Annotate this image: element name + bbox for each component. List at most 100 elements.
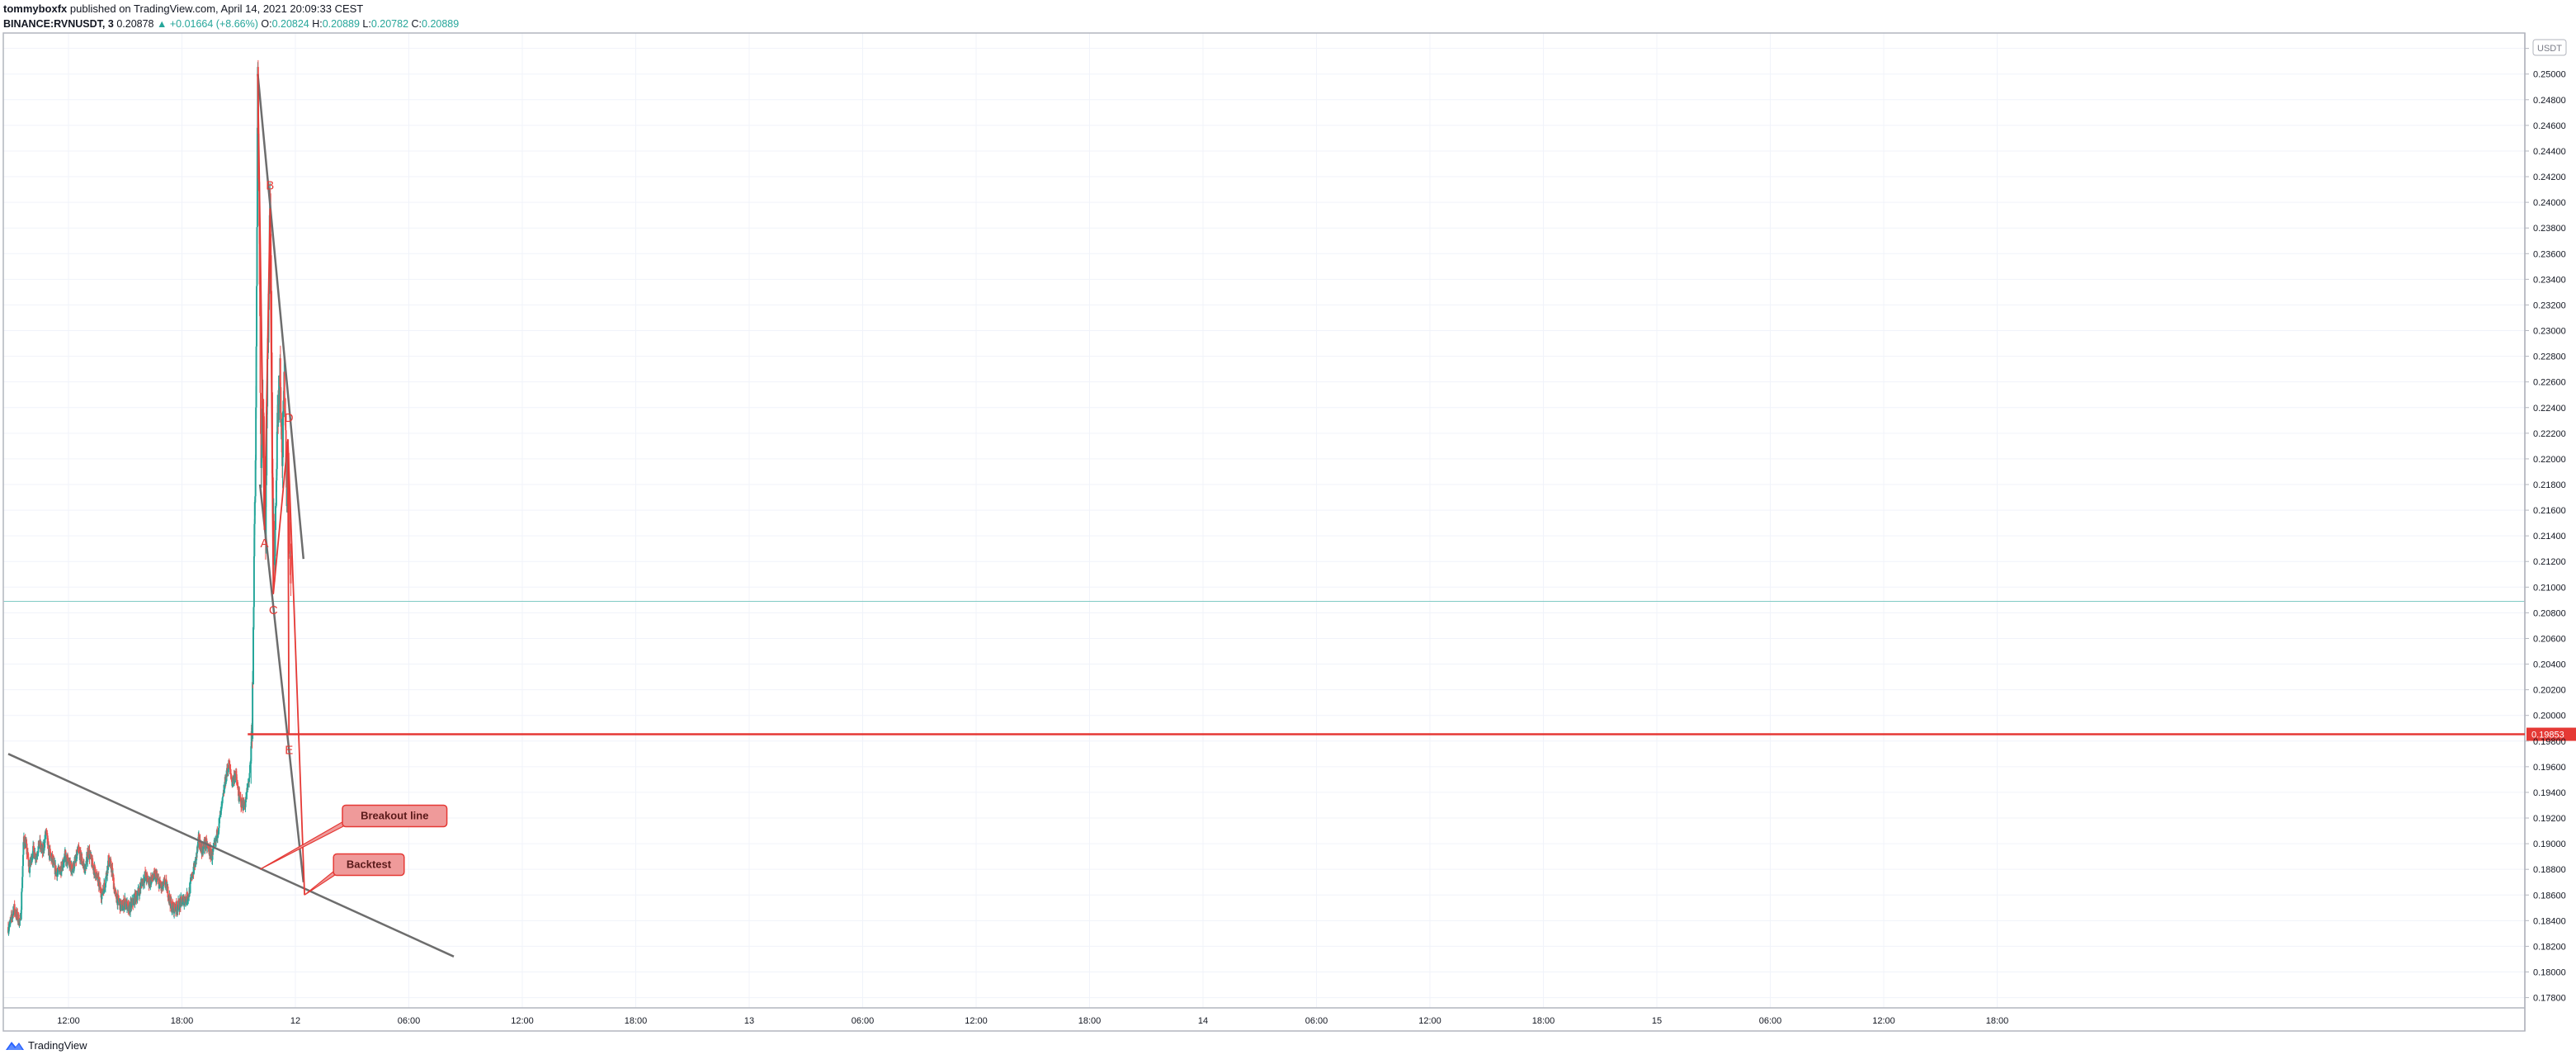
projection-line[interactable] [287, 439, 305, 896]
high-value: 0.20889 [322, 18, 360, 30]
candle-body [159, 880, 162, 884]
price-tick-label: 0.20600 [2533, 634, 2566, 644]
candle-body [247, 784, 249, 791]
time-tick-label: 06:00 [852, 1016, 875, 1026]
high-label: H: [312, 18, 323, 30]
level-price-label: 0.19853 [2531, 731, 2564, 740]
candle-body [69, 860, 72, 866]
price-tick-label: 0.19600 [2533, 763, 2566, 773]
candle-body [198, 834, 201, 844]
price-tick-label: 0.24600 [2533, 121, 2566, 131]
candle-body [182, 902, 184, 905]
price-tick-label: 0.23600 [2533, 249, 2566, 259]
time-tick-label: 14 [1198, 1016, 1208, 1026]
candle-body [29, 867, 31, 873]
candle-body [49, 849, 51, 853]
candle-body [132, 898, 134, 906]
candle-body [252, 556, 255, 608]
price-tick-label: 0.23800 [2533, 224, 2566, 234]
symbol-name[interactable]: BINANCE:RVNUSDT, 3 [3, 18, 114, 30]
price-tick-label: 0.21000 [2533, 583, 2566, 593]
wave-label[interactable]: E [285, 743, 293, 757]
candle-body [84, 865, 87, 874]
price-tick-label: 0.21400 [2533, 532, 2566, 541]
candle-body [265, 485, 267, 541]
price-axis[interactable]: 0.252000.250000.248000.246000.244000.242… [2525, 45, 2566, 1004]
drawings-layer: 0.19853 A B C D E Breakout line Backtest [7, 73, 2576, 958]
candle-body [196, 841, 199, 848]
candle-body [266, 414, 268, 476]
wave-label[interactable]: D [285, 411, 294, 425]
candle-body [223, 786, 225, 793]
long-trend-line[interactable] [7, 753, 455, 958]
callout-box[interactable] [342, 804, 448, 828]
tradingview-footer[interactable]: TradingView [5, 1038, 87, 1052]
low-value: 0.20782 [370, 18, 409, 30]
candle-body [137, 891, 139, 896]
candle-body [275, 480, 277, 506]
candle-body [121, 908, 124, 911]
level-price-badge [2526, 727, 2576, 741]
candle-body [259, 284, 262, 316]
open-label: O: [261, 18, 272, 30]
price-tick-label: 0.24200 [2533, 173, 2566, 182]
time-tick-label: 13 [744, 1016, 754, 1026]
channel-upper-line[interactable] [257, 73, 305, 560]
candle-body [21, 891, 23, 910]
price-tick-label: 0.21200 [2533, 557, 2566, 567]
last-price: 0.20878 [116, 18, 154, 30]
price-tick-label: 0.20400 [2533, 660, 2566, 670]
time-tick-label: 18:00 [1078, 1016, 1102, 1026]
candle-body [289, 522, 291, 554]
callout-box[interactable] [333, 853, 405, 877]
candle-body [35, 857, 37, 859]
candle-body [22, 842, 25, 855]
low-label: L: [362, 18, 371, 30]
time-tick-label: 18:00 [171, 1016, 194, 1026]
candles-layer [7, 59, 292, 936]
candle-body [44, 839, 46, 848]
candle-body [20, 910, 22, 920]
candle-body [112, 877, 115, 890]
candle-body [212, 848, 215, 852]
price-tick-label: 0.20000 [2533, 712, 2566, 721]
candle-body [188, 896, 191, 898]
elliott-wave-path[interactable] [257, 73, 290, 735]
candle-body [259, 315, 262, 393]
candle-body [261, 445, 263, 458]
time-tick-label: 06:00 [398, 1016, 421, 1026]
price-tick-label: 0.23400 [2533, 275, 2566, 285]
time-tick-label: 06:00 [1305, 1016, 1328, 1026]
price-tick-label: 0.22600 [2533, 378, 2566, 388]
wave-label[interactable]: A [260, 537, 268, 551]
candle-body [21, 866, 24, 877]
candle-body [50, 852, 52, 855]
price-tick-label: 0.20800 [2533, 608, 2566, 618]
time-axis[interactable]: 12:00 18:00 12 06:00 12:00 18:00 13 06:00 12:00 1… [57, 1016, 2008, 1026]
candle-body [180, 896, 182, 907]
candle-body [194, 859, 196, 868]
wave-label[interactable]: C [269, 603, 278, 617]
author-name[interactable]: tommyboxfx [3, 2, 68, 15]
candle-body [218, 818, 220, 828]
currency-badge[interactable]: USDT [2532, 39, 2567, 56]
publish-info: published on TradingView.com, April 14, … [69, 2, 364, 15]
price-tick-label: 0.22000 [2533, 455, 2566, 465]
wave-label[interactable]: B [266, 179, 274, 193]
price-tick-label: 0.19800 [2533, 737, 2566, 747]
candle-body [13, 904, 16, 912]
channel-lower-line[interactable] [258, 484, 305, 882]
candle-body [248, 773, 251, 778]
price-tick-label: 0.20200 [2533, 686, 2566, 696]
symbol-line: BINANCE:RVNUSDT, 3 0.20878 ▲ +0.01664 (+… [3, 17, 459, 31]
candle-body [130, 901, 133, 908]
candle-body [126, 901, 129, 904]
candle-body [136, 896, 139, 901]
candle-body [189, 882, 191, 893]
candle-body [26, 852, 29, 858]
currency-label: USDT [2537, 44, 2562, 54]
candle-body [191, 873, 193, 878]
callout-label: Breakout line [361, 809, 428, 821]
candle-body [134, 891, 137, 895]
